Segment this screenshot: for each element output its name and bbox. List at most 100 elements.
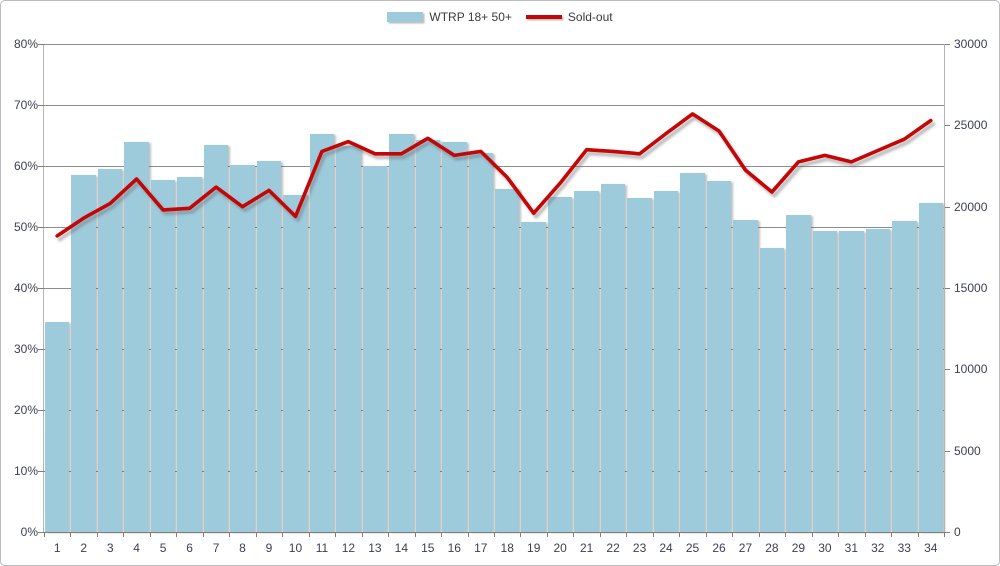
bar — [574, 191, 599, 532]
gridline — [44, 349, 944, 350]
y-axis-right-tick — [945, 450, 950, 452]
legend-line-label: Sold-out — [567, 10, 613, 24]
x-axis-tick-label: 23 — [632, 541, 647, 555]
y-axis-right-tick — [945, 44, 950, 45]
x-axis-tick — [864, 532, 866, 537]
x-axis-tick-label: 11 — [315, 541, 329, 555]
y-axis-right-tick-label: 30000 — [954, 37, 988, 51]
y-axis-right-tick — [945, 532, 950, 533]
y-axis-left-tick — [38, 105, 44, 106]
x-axis-tick-label: 17 — [474, 541, 488, 555]
x-axis-tick-label: 28 — [765, 541, 779, 555]
x-axis-tick — [705, 532, 707, 537]
x-axis-tick-label: 25 — [685, 541, 700, 555]
x-axis-tick-label: 31 — [844, 541, 859, 555]
y-axis-right-tick-label: 5000 — [954, 443, 981, 458]
bar — [150, 180, 176, 532]
bar — [547, 197, 573, 532]
x-axis-tick-label: 7 — [212, 541, 220, 555]
x-axis-tick-label: 15 — [421, 541, 435, 555]
bar — [786, 215, 811, 532]
x-axis-tick-label: 18 — [500, 541, 514, 555]
y-axis-left-tick-label: 70% — [13, 98, 38, 112]
x-axis-tick — [520, 532, 522, 537]
x-axis-tick-label: 33 — [897, 541, 911, 555]
x-axis-tick — [917, 532, 919, 537]
bar — [521, 222, 546, 532]
y-axis-right-line — [944, 44, 945, 532]
y-axis-right-tick — [945, 369, 950, 371]
bar — [468, 153, 493, 532]
bar — [256, 160, 282, 532]
bar — [45, 321, 70, 532]
x-axis-tick — [44, 532, 45, 537]
x-axis-tick-label: 32 — [871, 541, 885, 555]
x-axis-tick — [414, 532, 416, 537]
y-axis-left-tick-label: 80% — [13, 37, 38, 51]
x-axis-tick — [70, 532, 72, 537]
x-axis-tick-label: 20 — [553, 541, 567, 555]
legend-bar-swatch-icon — [387, 12, 424, 22]
x-axis-tick-label: 34 — [924, 541, 938, 555]
x-axis-tick-label: 1 — [53, 541, 61, 555]
x-axis-tick — [652, 532, 654, 537]
x-axis-tick — [123, 532, 125, 537]
y-axis-left-tick — [38, 166, 44, 167]
x-axis-tick-label: 13 — [368, 541, 382, 555]
gridline — [44, 105, 944, 106]
x-axis-tick-label: 14 — [394, 541, 409, 555]
x-axis-tick — [811, 532, 813, 537]
x-axis-tick-label: 30 — [818, 541, 832, 555]
x-axis-tick — [599, 532, 601, 537]
legend-item-line-series: Sold-out — [525, 10, 613, 24]
gridline — [44, 410, 944, 411]
x-axis-tick — [838, 532, 840, 537]
bar — [706, 181, 732, 532]
x-axis-tick-label: 29 — [791, 541, 806, 555]
bar — [812, 231, 838, 532]
x-axis-tick — [626, 532, 628, 537]
y-axis-left-tick — [38, 349, 44, 350]
x-axis-tick — [96, 532, 98, 537]
sold-out-line — [55, 112, 936, 242]
x-axis-tick — [308, 532, 310, 537]
gridline — [44, 471, 944, 472]
y-axis-right-tick-label: 20000 — [954, 199, 988, 214]
bar — [362, 166, 388, 532]
x-axis-tick-label: 5 — [159, 541, 167, 555]
y-axis-left-tick — [38, 410, 44, 411]
x-axis-tick — [546, 532, 548, 537]
bar — [653, 191, 679, 532]
y-axis-right-tick — [945, 206, 950, 208]
bar — [309, 134, 335, 532]
y-axis-left-tick-label: 50% — [13, 220, 38, 234]
x-axis-tick — [758, 532, 760, 537]
bar — [733, 220, 758, 532]
bar — [680, 172, 705, 532]
y-axis-right-tick — [945, 125, 950, 127]
y-axis-right-tick-label: 25000 — [954, 118, 988, 133]
x-axis-tick-label: 22 — [606, 541, 620, 555]
bar — [415, 140, 441, 532]
bar — [336, 145, 361, 532]
x-axis-tick — [494, 532, 495, 537]
x-axis-tick — [282, 532, 284, 537]
y-axis-left-tick-label: 0% — [20, 525, 38, 539]
bar — [442, 141, 467, 532]
y-axis-right-tick-label: 10000 — [954, 362, 988, 377]
y-axis-left-tick — [38, 44, 44, 45]
bar — [389, 133, 414, 532]
x-axis-tick — [573, 532, 575, 537]
gridline — [44, 44, 944, 45]
bar — [203, 145, 229, 532]
x-axis-tick — [176, 532, 178, 537]
legend-item-bar-series: WTRP 18+ 50+ — [387, 10, 512, 24]
x-axis-tick — [202, 532, 204, 537]
x-axis-tick — [679, 532, 681, 537]
x-axis-tick — [441, 532, 443, 537]
x-axis-tick — [785, 532, 787, 537]
sold-out-line-path — [55, 112, 933, 238]
x-axis-tick — [388, 532, 390, 537]
legend-line-swatch-icon — [525, 15, 562, 19]
x-axis-tick-label: 4 — [133, 541, 140, 555]
